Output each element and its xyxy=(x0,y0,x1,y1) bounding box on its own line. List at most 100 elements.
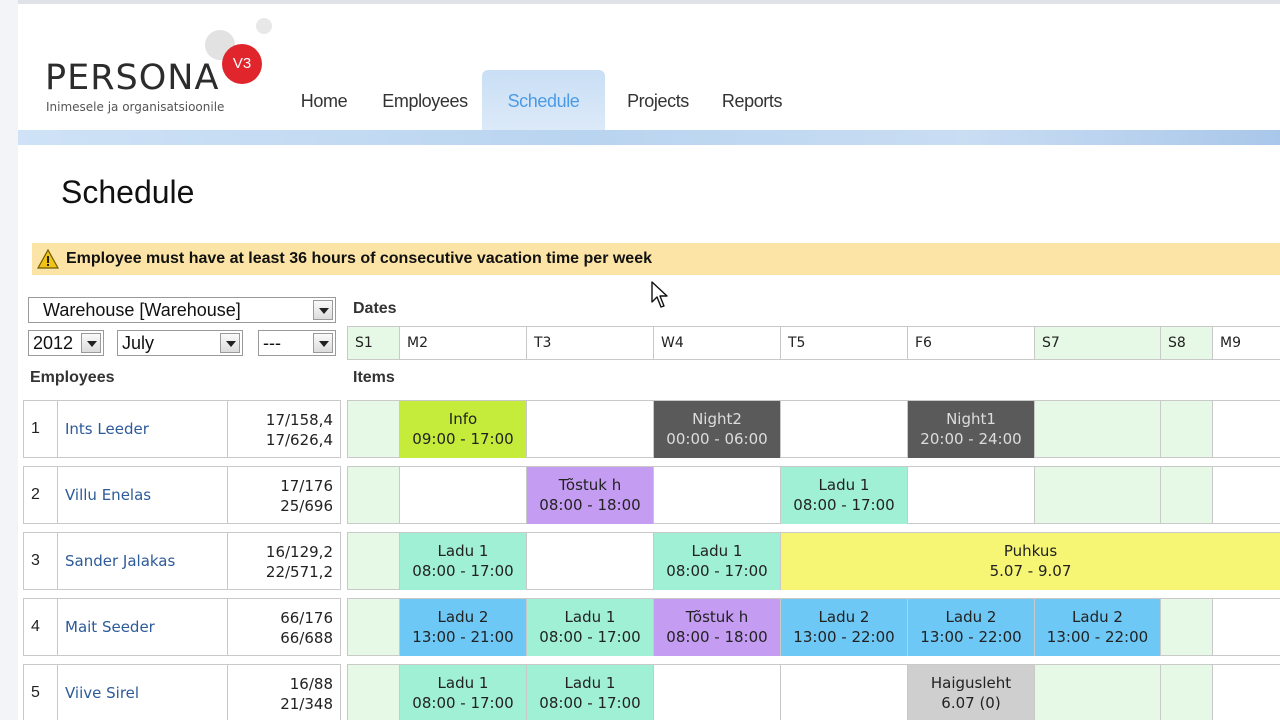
employee-row-number: 5 xyxy=(23,664,58,720)
schedule-slot[interactable] xyxy=(1160,400,1212,458)
employee-name-link[interactable]: Villu Enelas xyxy=(57,466,228,524)
shift-time: 08:00 - 17:00 xyxy=(539,694,641,712)
employee-hours: 16/129,2 22/571,2 xyxy=(227,532,341,590)
nav-projects[interactable]: Projects xyxy=(627,91,689,111)
schedule-slot[interactable] xyxy=(780,664,907,720)
employee-hours-year: 25/696 xyxy=(280,497,333,515)
employee-hours-month: 66/176 xyxy=(280,609,333,627)
shift-time: 13:00 - 22:00 xyxy=(920,628,1022,646)
day-header-m2: M2 xyxy=(399,326,526,360)
shift-time: 13:00 - 21:00 xyxy=(412,628,514,646)
chevron-down-icon xyxy=(81,333,101,353)
schedule-slot[interactable] xyxy=(1160,466,1212,524)
logo-dot xyxy=(256,18,272,34)
shift-time: 13:00 - 22:00 xyxy=(1046,628,1149,646)
schedule-slot[interactable] xyxy=(1034,466,1160,524)
shift-title: Tõstuk h xyxy=(558,476,622,494)
schedule-slot[interactable] xyxy=(347,400,399,458)
shift-item[interactable]: Ladu 2 13:00 - 22:00 xyxy=(781,599,907,656)
schedule-slot[interactable] xyxy=(347,664,399,720)
department-select[interactable]: Warehouse [Warehouse] xyxy=(28,297,336,323)
schedule-slot[interactable] xyxy=(347,598,399,656)
shift-item[interactable]: Tõstuk h 08:00 - 18:00 xyxy=(654,599,780,656)
shift-title: Tõstuk h xyxy=(685,608,749,626)
day-header-s1: S1 xyxy=(347,326,399,360)
schedule-slot[interactable] xyxy=(399,466,526,524)
schedule-slot[interactable] xyxy=(1160,664,1212,720)
shift-title: Night2 xyxy=(692,410,742,428)
day-header-s7: S7 xyxy=(1034,326,1160,360)
shift-item[interactable]: Puhkus 5.07 - 9.07 xyxy=(781,533,1280,590)
shift-title: Puhkus xyxy=(1003,542,1058,560)
schedule-slot[interactable] xyxy=(653,466,780,524)
week-select[interactable]: --- xyxy=(258,330,336,356)
warning-banner: Employee must have at least 36 hours of … xyxy=(32,243,1280,275)
schedule-slot[interactable] xyxy=(1212,400,1280,458)
shift-item[interactable]: Ladu 2 13:00 - 22:00 xyxy=(1035,599,1160,656)
shift-item[interactable]: Tõstuk h 08:00 - 18:00 xyxy=(527,467,653,524)
warning-triangle-icon xyxy=(37,249,59,269)
shift-item[interactable]: Ladu 1 08:00 - 17:00 xyxy=(400,665,526,720)
employee-name-link[interactable]: Viive Sirel xyxy=(57,664,228,720)
shift-title: Ladu 2 xyxy=(437,608,489,626)
shift-time: 08:00 - 18:00 xyxy=(666,628,768,646)
nav-reports[interactable]: Reports xyxy=(721,91,783,111)
schedule-slot[interactable] xyxy=(1160,598,1212,656)
schedule-slot[interactable] xyxy=(780,400,907,458)
employee-hours-month: 16/88 xyxy=(289,675,333,693)
shift-item[interactable]: Ladu 2 13:00 - 21:00 xyxy=(400,599,526,656)
shift-item[interactable]: Night2 00:00 - 06:00 xyxy=(654,401,780,458)
schedule-slot[interactable] xyxy=(347,532,399,590)
schedule-slot[interactable] xyxy=(1034,400,1160,458)
schedule-slot[interactable] xyxy=(526,532,653,590)
shift-title: Ladu 2 xyxy=(945,608,997,626)
schedule-slot[interactable] xyxy=(1212,598,1280,656)
schedule-slot[interactable] xyxy=(1212,466,1280,524)
day-header-m9: M9 xyxy=(1212,326,1280,360)
employee-row-number: 1 xyxy=(23,400,58,458)
department-value: Warehouse [Warehouse] xyxy=(43,300,241,320)
schedule-slot[interactable] xyxy=(1034,664,1160,720)
shift-item[interactable]: Ladu 1 08:00 - 17:00 xyxy=(654,533,780,590)
shift-item[interactable]: Ladu 1 08:00 - 17:00 xyxy=(400,533,526,590)
employee-row-number: 4 xyxy=(23,598,58,656)
nav-schedule[interactable]: Schedule xyxy=(482,70,605,130)
shift-title: Ladu 1 xyxy=(818,476,870,494)
shift-item[interactable]: Ladu 2 13:00 - 22:00 xyxy=(908,599,1034,656)
employee-hours: 16/88 21/348 xyxy=(227,664,341,720)
shift-item[interactable]: Ladu 1 08:00 - 17:00 xyxy=(527,599,653,656)
schedule-slot[interactable] xyxy=(1212,664,1280,720)
shift-time: 20:00 - 24:00 xyxy=(920,430,1022,448)
nav-employees[interactable]: Employees xyxy=(382,91,468,111)
warning-text: Employee must have at least 36 hours of … xyxy=(66,250,652,267)
items-label: Items xyxy=(353,369,395,386)
shift-item[interactable]: Ladu 1 08:00 - 17:00 xyxy=(781,467,907,524)
employee-hours-year: 22/571,2 xyxy=(265,563,333,581)
employee-name-link[interactable]: Mait Seeder xyxy=(57,598,228,656)
schedule-slot[interactable] xyxy=(526,400,653,458)
shift-time: 08:00 - 18:00 xyxy=(539,496,641,514)
shift-title: Ladu 1 xyxy=(691,542,743,560)
logo-badge-circle xyxy=(222,44,262,84)
chevron-down-icon xyxy=(313,300,333,320)
schedule-slot[interactable] xyxy=(653,664,780,720)
shift-title: Ladu 2 xyxy=(1072,608,1123,626)
schedule-slot[interactable] xyxy=(907,466,1034,524)
shift-time: 08:00 - 17:00 xyxy=(539,628,641,646)
employee-hours: 17/176 25/696 xyxy=(227,466,341,524)
employee-hours-month: 16/129,2 xyxy=(265,543,333,561)
shift-item[interactable]: Info 09:00 - 17:00 xyxy=(400,401,526,458)
year-select[interactable]: 2012 xyxy=(28,330,104,356)
shift-item[interactable]: Haigusleht 6.07 (0) xyxy=(908,665,1034,720)
day-header-w4: W4 xyxy=(653,326,780,360)
employee-name-link[interactable]: Sander Jalakas xyxy=(57,532,228,590)
shift-title: Info xyxy=(448,410,478,428)
shift-item[interactable]: Night1 20:00 - 24:00 xyxy=(908,401,1034,458)
employee-name-link[interactable]: Ints Leeder xyxy=(57,400,228,458)
month-select[interactable]: July xyxy=(117,330,243,356)
employee-row-number: 3 xyxy=(23,532,58,590)
nav-home[interactable]: Home xyxy=(300,91,348,111)
shift-item[interactable]: Ladu 1 08:00 - 17:00 xyxy=(527,665,653,720)
employee-hours-year: 21/348 xyxy=(280,695,333,713)
schedule-slot[interactable] xyxy=(347,466,399,524)
